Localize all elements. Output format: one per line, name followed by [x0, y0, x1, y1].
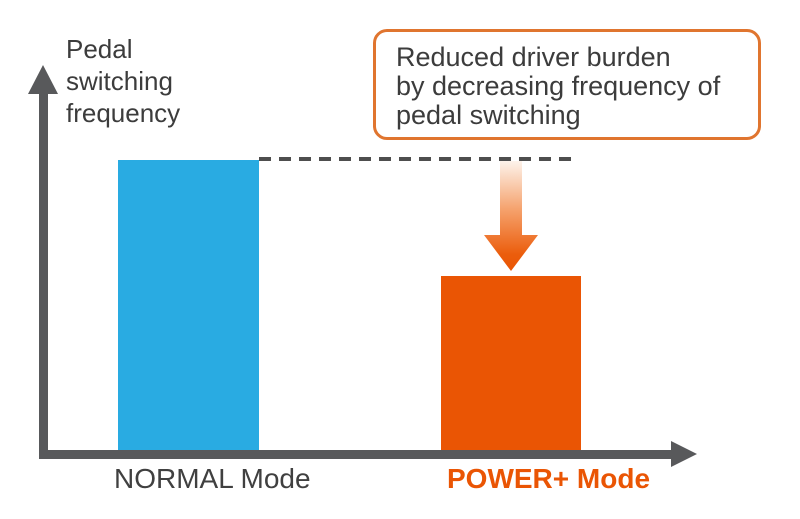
- x-axis-label-power-mode: POWER+ Mode: [447, 463, 651, 494]
- decrease-arrow-icon: [484, 161, 538, 271]
- x-axis-arrow-icon: [671, 441, 697, 467]
- bar-normal-mode: [118, 160, 259, 450]
- y-axis-arrow-icon: [28, 65, 58, 94]
- x-axis-line: [39, 450, 673, 459]
- x-axis-label-normal-mode: NORMAL Mode: [114, 463, 311, 494]
- y-axis-label: Pedal switching frequency: [66, 34, 181, 128]
- y-axis-line: [39, 92, 48, 458]
- callout-box: Reduced driver burden by decreasing freq…: [373, 29, 761, 140]
- dashed-reference-line: [259, 157, 575, 161]
- bar-power-mode: [441, 276, 581, 450]
- callout-text: Reduced driver burden by decreasing freq…: [396, 42, 721, 130]
